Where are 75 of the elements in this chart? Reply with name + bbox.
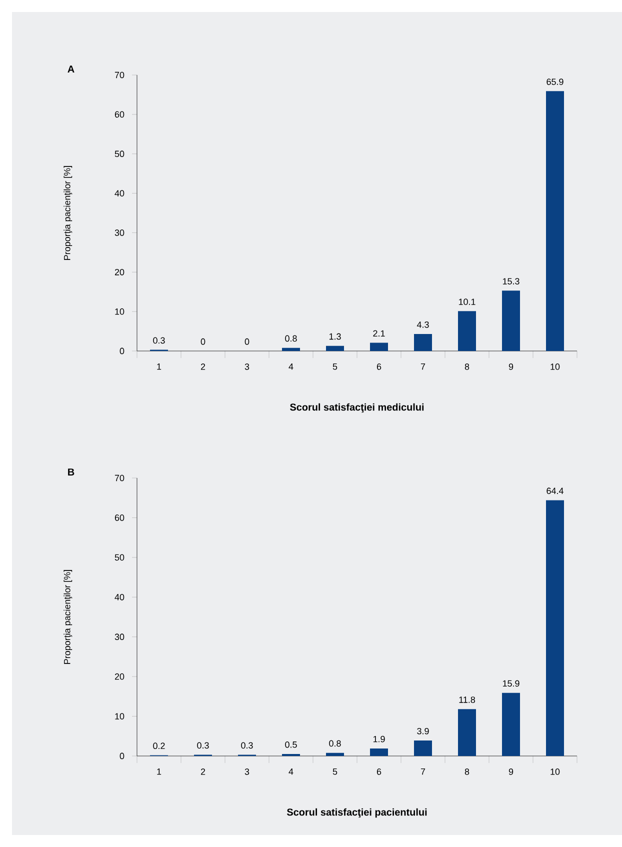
chart-title: B bbox=[68, 468, 74, 476]
y-tick-label: 0 bbox=[120, 752, 124, 760]
data-label: 2.1 bbox=[373, 330, 385, 337]
x-tick-label: 3 bbox=[244, 364, 250, 370]
bar bbox=[546, 500, 564, 756]
bar bbox=[546, 91, 564, 351]
data-label: 64.4 bbox=[546, 488, 564, 494]
data-label: 10.1 bbox=[458, 298, 476, 305]
data-label: 0 bbox=[244, 338, 250, 345]
x-tick-label: 7 bbox=[420, 768, 426, 775]
y-tick-label: 10 bbox=[115, 308, 124, 315]
x-tick-label: 10 bbox=[550, 768, 560, 775]
chart-title: A bbox=[68, 66, 74, 72]
data-label: 0.3 bbox=[241, 742, 253, 749]
bar bbox=[282, 348, 300, 351]
bar bbox=[370, 342, 388, 351]
y-tick-label: 40 bbox=[114, 594, 124, 600]
bar bbox=[414, 334, 432, 351]
y-tick-label: 30 bbox=[114, 230, 124, 236]
x-tick-label: 9 bbox=[508, 364, 514, 370]
data-label: 0.8 bbox=[329, 740, 341, 747]
y-tick-label: 20 bbox=[114, 268, 124, 276]
x-tick-label: 6 bbox=[376, 768, 382, 775]
data-label: 3.9 bbox=[417, 728, 429, 734]
x-tick-label: 2 bbox=[200, 768, 206, 775]
x-tick-label: 9 bbox=[508, 768, 514, 775]
data-label: 1.9 bbox=[373, 736, 385, 742]
y-tick-label: 50 bbox=[114, 150, 124, 158]
y-tick-label: 70 bbox=[114, 474, 124, 482]
data-label: 0.5 bbox=[285, 741, 297, 748]
data-label: 4.3 bbox=[416, 321, 429, 328]
y-tick-label: 10 bbox=[115, 713, 124, 720]
x-tick-label: 2 bbox=[200, 364, 206, 370]
x-axis-title: Scorul satisfacţiei pacientului bbox=[286, 808, 427, 818]
x-tick-label: 10 bbox=[550, 364, 560, 370]
y-tick-label: 70 bbox=[114, 72, 124, 78]
bar bbox=[502, 692, 520, 756]
x-tick-label: 8 bbox=[464, 768, 470, 775]
bar bbox=[326, 752, 344, 756]
y-tick-label: 20 bbox=[114, 673, 124, 680]
y-tick-label: 50 bbox=[114, 554, 124, 561]
x-tick-label: 7 bbox=[420, 364, 426, 370]
x-tick-label: 4 bbox=[288, 768, 294, 775]
data-label: 0.8 bbox=[285, 335, 297, 342]
y-tick-label: 0 bbox=[120, 348, 124, 354]
bar bbox=[458, 709, 476, 756]
x-tick-label: 4 bbox=[288, 364, 294, 370]
y-tick-label: 30 bbox=[114, 634, 124, 640]
data-label: 1.3 bbox=[329, 333, 341, 340]
x-tick-label: 6 bbox=[376, 364, 382, 370]
bar bbox=[326, 346, 344, 351]
data-label: 11.8 bbox=[459, 696, 475, 703]
bar bbox=[370, 748, 388, 756]
x-tick-label: 5 bbox=[332, 364, 338, 370]
x-tick-label: 5 bbox=[332, 768, 338, 775]
data-label: 0.2 bbox=[153, 742, 165, 750]
x-tick-label: 1 bbox=[157, 364, 162, 370]
y-axis-title: Proporţia pacienţilor [%] bbox=[64, 570, 72, 664]
data-label: 15.3 bbox=[502, 278, 520, 284]
bar bbox=[414, 740, 432, 756]
data-label: 65.9 bbox=[546, 78, 564, 85]
y-tick-label: 40 bbox=[114, 190, 124, 196]
y-tick-label: 60 bbox=[114, 111, 124, 118]
x-tick-label: 1 bbox=[157, 768, 162, 775]
x-tick-label: 3 bbox=[244, 768, 250, 775]
data-label: 0 bbox=[200, 338, 206, 345]
x-axis-title: Scorul satisfacţiei medicului bbox=[290, 403, 424, 413]
bar bbox=[458, 311, 476, 351]
data-label: 0.3 bbox=[153, 337, 165, 344]
bar bbox=[502, 290, 520, 351]
data-label: 15.9 bbox=[502, 680, 520, 687]
y-tick-label: 60 bbox=[114, 514, 124, 521]
x-tick-label: 8 bbox=[464, 364, 470, 370]
y-axis-title: Proporţia pacienţilor [%] bbox=[64, 166, 72, 260]
data-label: 0.3 bbox=[197, 742, 209, 749]
